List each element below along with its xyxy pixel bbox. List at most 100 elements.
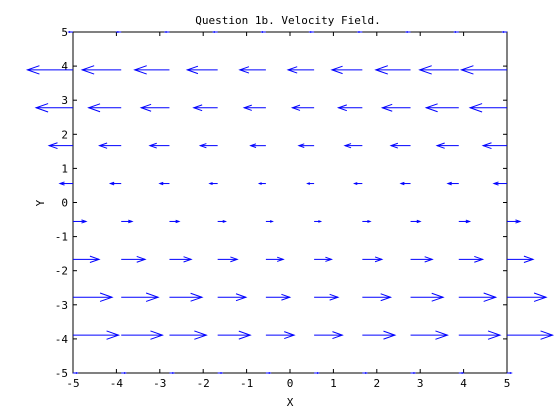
velocity-arrow (217, 371, 224, 375)
velocity-arrow (308, 30, 315, 34)
velocity-arrow (410, 371, 417, 375)
x-tick-label: -1 (240, 377, 253, 390)
velocity-arrow (185, 65, 218, 75)
y-tick-label: 4 (61, 60, 68, 73)
velocity-arrow (198, 143, 218, 149)
x-tick-label: 1 (330, 377, 337, 390)
x-axis-label: X (287, 396, 294, 409)
velocity-arrow (389, 142, 411, 149)
velocity-arrow (458, 255, 485, 263)
velocity-arrow (362, 293, 393, 302)
velocity-arrow (217, 256, 239, 263)
velocity-arrow (458, 330, 502, 340)
y-tick-label: 1 (61, 162, 68, 175)
velocity-arrow (217, 293, 248, 302)
velocity-arrow (410, 330, 449, 340)
velocity-arrow (265, 331, 296, 340)
velocity-arrow (362, 330, 397, 340)
x-tick-label: -2 (197, 377, 210, 390)
y-tick-label: 3 (61, 94, 68, 107)
y-tick-label: 2 (61, 128, 68, 141)
velocity-arrow (98, 142, 122, 149)
velocity-arrow (73, 219, 88, 224)
velocity-arrow (314, 293, 340, 301)
velocity-arrow (265, 293, 292, 301)
velocity-arrow (133, 65, 170, 75)
velocity-arrow (380, 103, 411, 112)
velocity-arrow (306, 182, 315, 185)
velocity-arrow (249, 143, 266, 148)
velocity-arrow (458, 219, 472, 224)
velocity-arrow (73, 292, 114, 302)
velocity-arrow (121, 330, 164, 340)
velocity-arrow (297, 143, 315, 148)
y-tick-label: -2 (55, 265, 68, 278)
velocity-arrow (108, 181, 122, 186)
velocity-arrow (507, 255, 535, 263)
velocity-arrow (492, 181, 507, 186)
velocity-arrow (481, 142, 507, 150)
velocity-arrow (458, 292, 498, 302)
y-tick-label: -1 (55, 231, 68, 244)
velocity-arrow (265, 371, 272, 375)
velocity-arrow (121, 255, 147, 263)
velocity-arrow (25, 65, 73, 75)
velocity-arrow (286, 66, 315, 74)
quiver-arrows (25, 30, 555, 375)
velocity-arrow (58, 181, 73, 186)
velocity-arrow (238, 66, 266, 74)
velocity-arrow (47, 142, 73, 150)
y-axis-label: Y (34, 199, 47, 206)
velocity-arrow (459, 65, 507, 75)
velocity-arrow (169, 292, 204, 302)
velocity-arrow (67, 30, 73, 34)
velocity-arrow (446, 181, 459, 186)
velocity-arrow (257, 182, 266, 185)
velocity-arrow (468, 103, 507, 113)
velocity-arrow (362, 256, 384, 263)
x-tick-label: 4 (460, 377, 467, 390)
velocity-arrow (314, 331, 344, 340)
velocity-arrow (139, 103, 170, 112)
velocity-arrow (507, 371, 513, 375)
velocity-arrow (362, 220, 372, 223)
velocity-arrow (208, 182, 218, 185)
velocity-arrow (353, 182, 363, 185)
chart-title: Question 1b. Velocity Field. (195, 14, 380, 27)
velocity-arrow (336, 104, 363, 112)
velocity-arrow (356, 30, 363, 34)
velocity-arrow (343, 143, 363, 149)
velocity-arrow (265, 256, 285, 262)
velocity-arrow (260, 30, 266, 34)
velocity-arrow (507, 292, 548, 302)
velocity-arrow (418, 65, 459, 75)
velocity-arrow (424, 103, 459, 113)
x-tick-label: 3 (417, 377, 424, 390)
velocity-arrow (242, 104, 266, 111)
velocity-arrow (404, 30, 411, 34)
velocity-arrow (169, 219, 181, 224)
velocity-arrow (169, 371, 176, 375)
x-tick-label: -4 (110, 377, 124, 390)
velocity-arrow (399, 181, 411, 186)
velocity-arrow (507, 330, 555, 340)
velocity-arrow (192, 104, 218, 112)
x-tick-label: 2 (373, 377, 380, 390)
velocity-arrow (158, 181, 170, 186)
y-tick-label: 5 (61, 26, 68, 39)
velocity-arrow (169, 330, 208, 340)
velocity-arrow (507, 219, 522, 224)
velocity-arrow (73, 330, 121, 340)
velocity-arrow (121, 219, 134, 224)
x-tick-label: 0 (287, 377, 294, 390)
velocity-arrow (121, 292, 160, 302)
velocity-arrow (217, 220, 227, 223)
velocity-arrow (501, 30, 507, 34)
velocity-arrow (80, 65, 122, 75)
velocity-arrow (362, 371, 369, 375)
velocity-arrow (265, 220, 274, 223)
axis-ticks: -5 -4 -3 -2 -1 0 1 2 3 4 5 5 4 3 2 1 0 -1 -2 -3 -4 -5 (55, 26, 511, 390)
velocity-arrow (73, 255, 101, 263)
velocity-arrow (374, 65, 411, 75)
